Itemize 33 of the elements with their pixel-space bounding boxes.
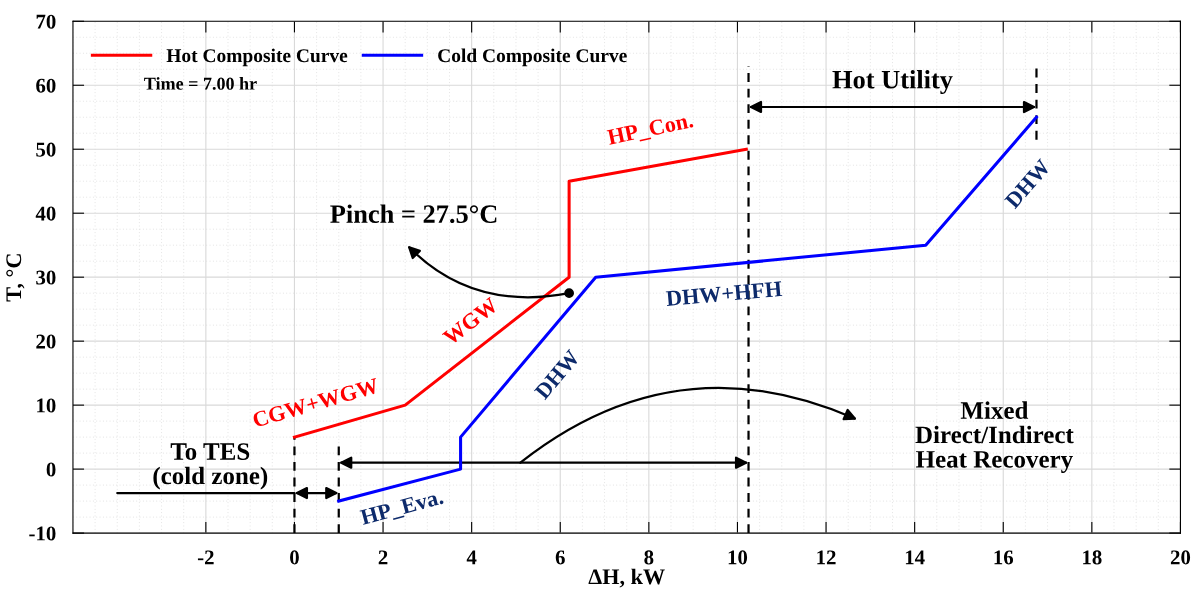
annotation: Hot Utility — [832, 70, 953, 95]
annotation: To TES (cold zone) — [153, 443, 268, 490]
annotation: Pinch = 27.5°C — [330, 204, 497, 224]
annotation: DHW+HFH — [665, 281, 783, 307]
x-tick-label: 20 — [1170, 550, 1191, 565]
y-tick-label: 60 — [36, 78, 56, 93]
legend-label: Cold Composite Curve — [438, 48, 627, 67]
y-tick-label: 40 — [35, 206, 56, 221]
y-tick-label: 30 — [36, 270, 56, 285]
y-tick-label: -10 — [29, 526, 56, 541]
x-tick-label: 8 — [644, 550, 654, 565]
annotation: HP_Con. — [606, 112, 695, 148]
x-tick-label: 12 — [817, 550, 836, 565]
x-tick-label: 18 — [1083, 550, 1102, 565]
x-tick-label: 6 — [555, 550, 565, 565]
annotation: HP_Eva. — [359, 489, 445, 528]
y-tick-label: 10 — [37, 398, 56, 413]
y-tick-label: 70 — [36, 14, 56, 29]
y-tick-label: 20 — [36, 334, 56, 349]
x-tick-label: 0 — [290, 550, 299, 565]
x-tick-label: 2 — [378, 550, 388, 565]
annotation: Time = 7.00 hr — [144, 77, 257, 90]
y-axis-title: T, °C — [6, 254, 25, 302]
y-tick-label: 50 — [36, 142, 56, 157]
x-tick-label: 10 — [728, 550, 748, 565]
x-tick-label: -2 — [197, 550, 214, 565]
legend-label: Hot Composite Curve — [166, 48, 348, 67]
annotation: Mixed Direct/Indirect Heat Recovery — [915, 401, 1074, 473]
x-tick-label: 4 — [466, 550, 477, 565]
x-tick-label: 16 — [994, 550, 1014, 565]
y-tick-label: 0 — [46, 462, 56, 477]
x-tick-label: 14 — [905, 550, 925, 565]
x-axis-title: ΔH, kW — [588, 568, 665, 588]
